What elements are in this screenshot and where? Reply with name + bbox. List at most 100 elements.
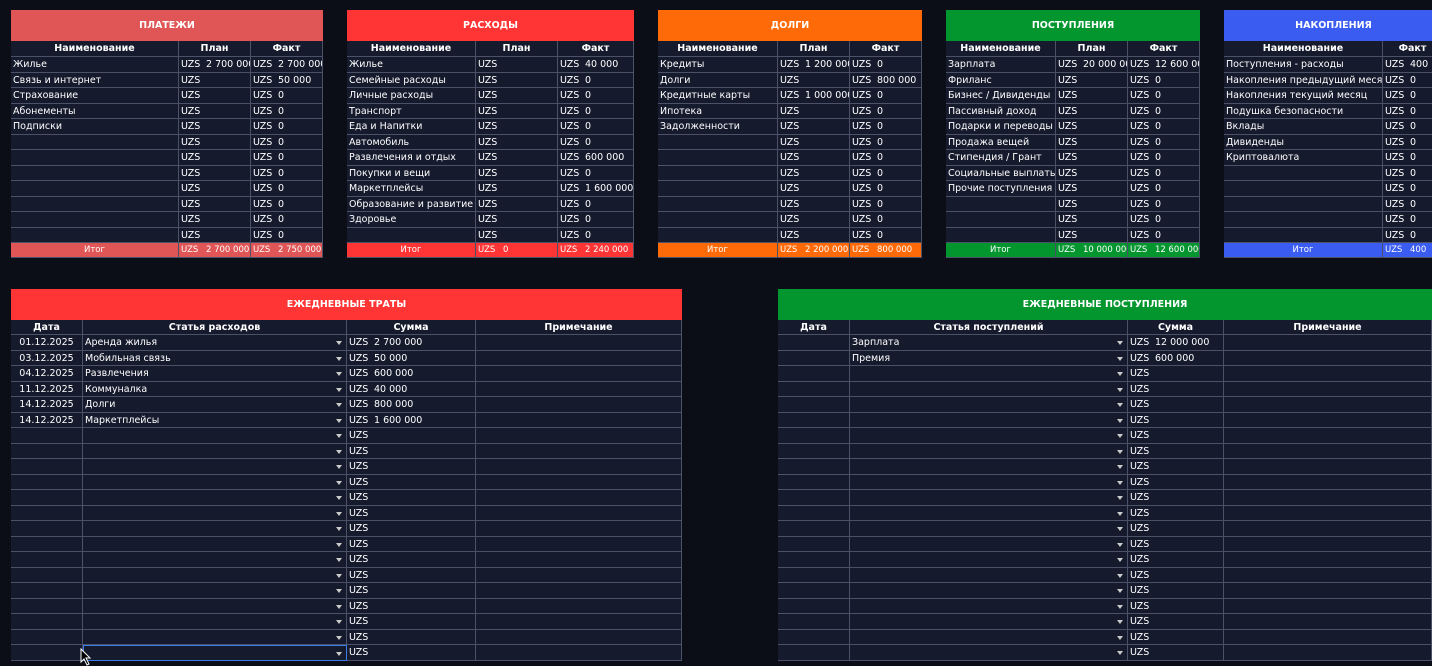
dropdown-arrow[interactable] <box>336 496 342 500</box>
money-cell[interactable]: UZS <box>778 134 850 150</box>
money-cell[interactable]: UZS <box>778 150 850 166</box>
empty-cell[interactable] <box>476 614 682 630</box>
money-cell[interactable]: UZS <box>347 459 476 475</box>
cell[interactable]: Дивиденды <box>1224 134 1383 150</box>
money-cell[interactable]: UZS 40 000 <box>347 381 476 397</box>
money-cell[interactable]: UZS <box>1128 381 1224 397</box>
money-cell[interactable]: UZS 0 <box>1383 72 1432 88</box>
money-cell[interactable]: UZS <box>179 134 251 150</box>
empty-cell[interactable] <box>778 474 850 490</box>
cell[interactable]: Мобильная связь <box>83 350 347 366</box>
empty-cell[interactable] <box>778 366 850 382</box>
money-cell[interactable]: UZS 0 <box>558 196 634 212</box>
empty-cell[interactable] <box>778 397 850 413</box>
money-cell[interactable]: UZS 0 <box>850 165 922 181</box>
money-cell[interactable]: UZS 0 <box>251 103 323 119</box>
empty-cell[interactable] <box>1224 443 1432 459</box>
money-cell[interactable]: UZS 800 000 <box>347 397 476 413</box>
money-cell[interactable]: UZS 0 <box>1128 72 1200 88</box>
empty-cell[interactable] <box>1224 397 1432 413</box>
dropdown-arrow[interactable] <box>1117 620 1123 624</box>
cell[interactable]: Кредитные карты <box>658 88 778 104</box>
dropdown-arrow[interactable] <box>1117 418 1123 423</box>
money-cell[interactable]: UZS 1 600 000 <box>558 181 634 197</box>
cell[interactable]: Наименование <box>658 41 778 57</box>
cell[interactable]: Аренда жилья <box>83 335 347 351</box>
empty-cell[interactable] <box>11 474 83 490</box>
empty-cell[interactable] <box>1224 181 1383 197</box>
dropdown-arrow[interactable] <box>336 465 342 469</box>
money-cell[interactable]: UZS 0 <box>558 103 634 119</box>
empty-cell[interactable] <box>83 505 347 521</box>
money-cell[interactable]: UZS 0 <box>1128 88 1200 104</box>
money-cell[interactable]: UZS <box>347 490 476 506</box>
cell[interactable]: Еда и Напитки <box>347 119 476 135</box>
money-cell[interactable]: UZS <box>1056 134 1128 150</box>
empty-cell[interactable] <box>476 629 682 645</box>
money-cell[interactable]: UZS 0 <box>1383 119 1432 135</box>
empty-cell[interactable] <box>778 567 850 583</box>
empty-cell[interactable] <box>778 614 850 630</box>
money-cell[interactable]: UZS 0 <box>850 57 922 73</box>
empty-cell[interactable] <box>1224 459 1432 475</box>
money-cell[interactable]: UZS <box>778 196 850 212</box>
money-cell[interactable]: UZS 1 200 000 <box>778 57 850 73</box>
empty-cell[interactable] <box>476 598 682 614</box>
empty-cell[interactable] <box>11 212 179 228</box>
empty-cell[interactable] <box>1224 505 1432 521</box>
cell[interactable]: Маркетплейсы <box>347 181 476 197</box>
empty-cell[interactable] <box>347 227 476 243</box>
empty-cell[interactable] <box>11 552 83 568</box>
cell[interactable]: Поступления - расходы <box>1224 57 1383 73</box>
empty-cell[interactable] <box>476 381 682 397</box>
dropdown-arrow[interactable] <box>336 604 342 609</box>
empty-cell[interactable] <box>1224 196 1383 212</box>
empty-cell[interactable] <box>1224 335 1432 351</box>
money-cell[interactable]: UZS 50 000 <box>251 72 323 88</box>
money-cell[interactable]: UZS <box>778 72 850 88</box>
money-cell[interactable]: UZS <box>347 645 476 661</box>
dropdown-arrow[interactable] <box>1117 542 1123 547</box>
money-cell[interactable]: UZS 0 <box>558 227 634 243</box>
money-cell[interactable]: UZS <box>1128 614 1224 630</box>
empty-cell[interactable] <box>476 474 682 490</box>
empty-cell[interactable] <box>778 629 850 645</box>
dropdown-arrow[interactable] <box>336 356 342 361</box>
cell[interactable]: 11.12.2025 <box>11 381 83 397</box>
cell[interactable]: Жилье <box>11 57 179 73</box>
cell[interactable]: Статья поступлений <box>850 320 1128 335</box>
money-cell[interactable]: UZS 0 <box>251 150 323 166</box>
money-cell[interactable]: UZS 12 600 000 <box>1128 57 1200 73</box>
empty-cell[interactable] <box>11 428 83 444</box>
empty-cell[interactable] <box>11 536 83 552</box>
dropdown-arrow[interactable] <box>336 372 342 376</box>
empty-cell[interactable] <box>1224 412 1432 428</box>
money-cell[interactable]: UZS 400 <box>1383 243 1432 258</box>
money-cell[interactable]: UZS <box>347 567 476 583</box>
money-cell[interactable]: UZS <box>476 150 558 166</box>
empty-cell[interactable] <box>11 134 179 150</box>
cell[interactable]: Развлечения <box>83 366 347 382</box>
money-cell[interactable]: UZS <box>1056 88 1128 104</box>
cell[interactable]: Сумма <box>347 320 476 335</box>
empty-cell[interactable] <box>658 150 778 166</box>
money-cell[interactable]: UZS 0 <box>1383 103 1432 119</box>
dropdown-arrow[interactable] <box>336 620 342 624</box>
cell[interactable]: Долги <box>658 72 778 88</box>
empty-cell[interactable] <box>778 381 850 397</box>
empty-cell[interactable] <box>83 428 347 444</box>
cell[interactable]: Факт <box>1128 41 1200 57</box>
cell[interactable]: Ипотека <box>658 103 778 119</box>
money-cell[interactable]: UZS 0 <box>1383 134 1432 150</box>
cell[interactable]: Абонементы <box>11 103 179 119</box>
cell[interactable]: Бизнес / Дивиденды <box>946 88 1056 104</box>
money-cell[interactable]: UZS 2 700 000 <box>179 243 251 258</box>
empty-cell[interactable] <box>778 443 850 459</box>
money-cell[interactable]: UZS 0 <box>558 88 634 104</box>
money-cell[interactable]: UZS <box>1128 474 1224 490</box>
empty-cell[interactable] <box>476 366 682 382</box>
empty-cell[interactable] <box>850 645 1128 661</box>
empty-cell[interactable] <box>83 536 347 552</box>
money-cell[interactable]: UZS 0 <box>251 212 323 228</box>
empty-cell[interactable] <box>476 536 682 552</box>
